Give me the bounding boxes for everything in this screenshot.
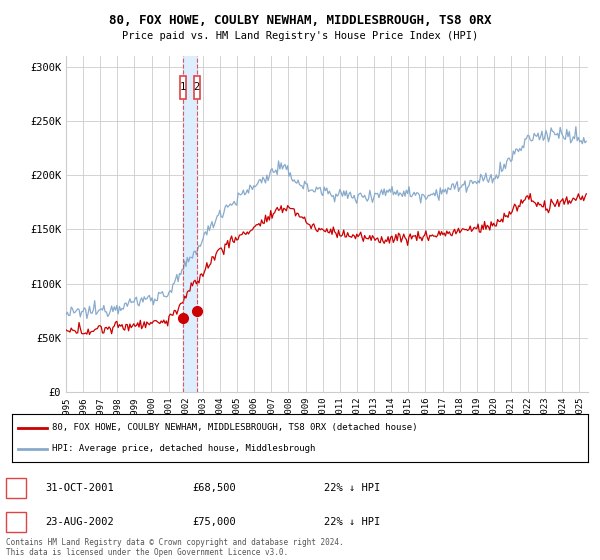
Text: HPI: Average price, detached house, Middlesbrough: HPI: Average price, detached house, Midd… bbox=[52, 444, 316, 453]
Text: 23-AUG-2002: 23-AUG-2002 bbox=[45, 517, 114, 527]
Text: 80, FOX HOWE, COULBY NEWHAM, MIDDLESBROUGH, TS8 0RX (detached house): 80, FOX HOWE, COULBY NEWHAM, MIDDLESBROU… bbox=[52, 423, 418, 432]
Text: Contains HM Land Registry data © Crown copyright and database right 2024.
This d: Contains HM Land Registry data © Crown c… bbox=[6, 538, 344, 557]
Text: 1: 1 bbox=[13, 483, 19, 493]
Bar bbox=[194, 76, 200, 99]
Text: 2: 2 bbox=[13, 517, 19, 527]
Text: 31-OCT-2001: 31-OCT-2001 bbox=[45, 483, 114, 493]
Text: 22% ↓ HPI: 22% ↓ HPI bbox=[324, 517, 380, 527]
Text: 1: 1 bbox=[180, 82, 186, 92]
Text: £68,500: £68,500 bbox=[192, 483, 236, 493]
Bar bbox=[179, 76, 186, 99]
Text: £75,000: £75,000 bbox=[192, 517, 236, 527]
Text: 22% ↓ HPI: 22% ↓ HPI bbox=[324, 483, 380, 493]
Text: 2: 2 bbox=[194, 82, 200, 92]
Text: 80, FOX HOWE, COULBY NEWHAM, MIDDLESBROUGH, TS8 0RX: 80, FOX HOWE, COULBY NEWHAM, MIDDLESBROU… bbox=[109, 14, 491, 27]
Bar bbox=[183, 56, 197, 392]
Text: Price paid vs. HM Land Registry's House Price Index (HPI): Price paid vs. HM Land Registry's House … bbox=[122, 31, 478, 41]
